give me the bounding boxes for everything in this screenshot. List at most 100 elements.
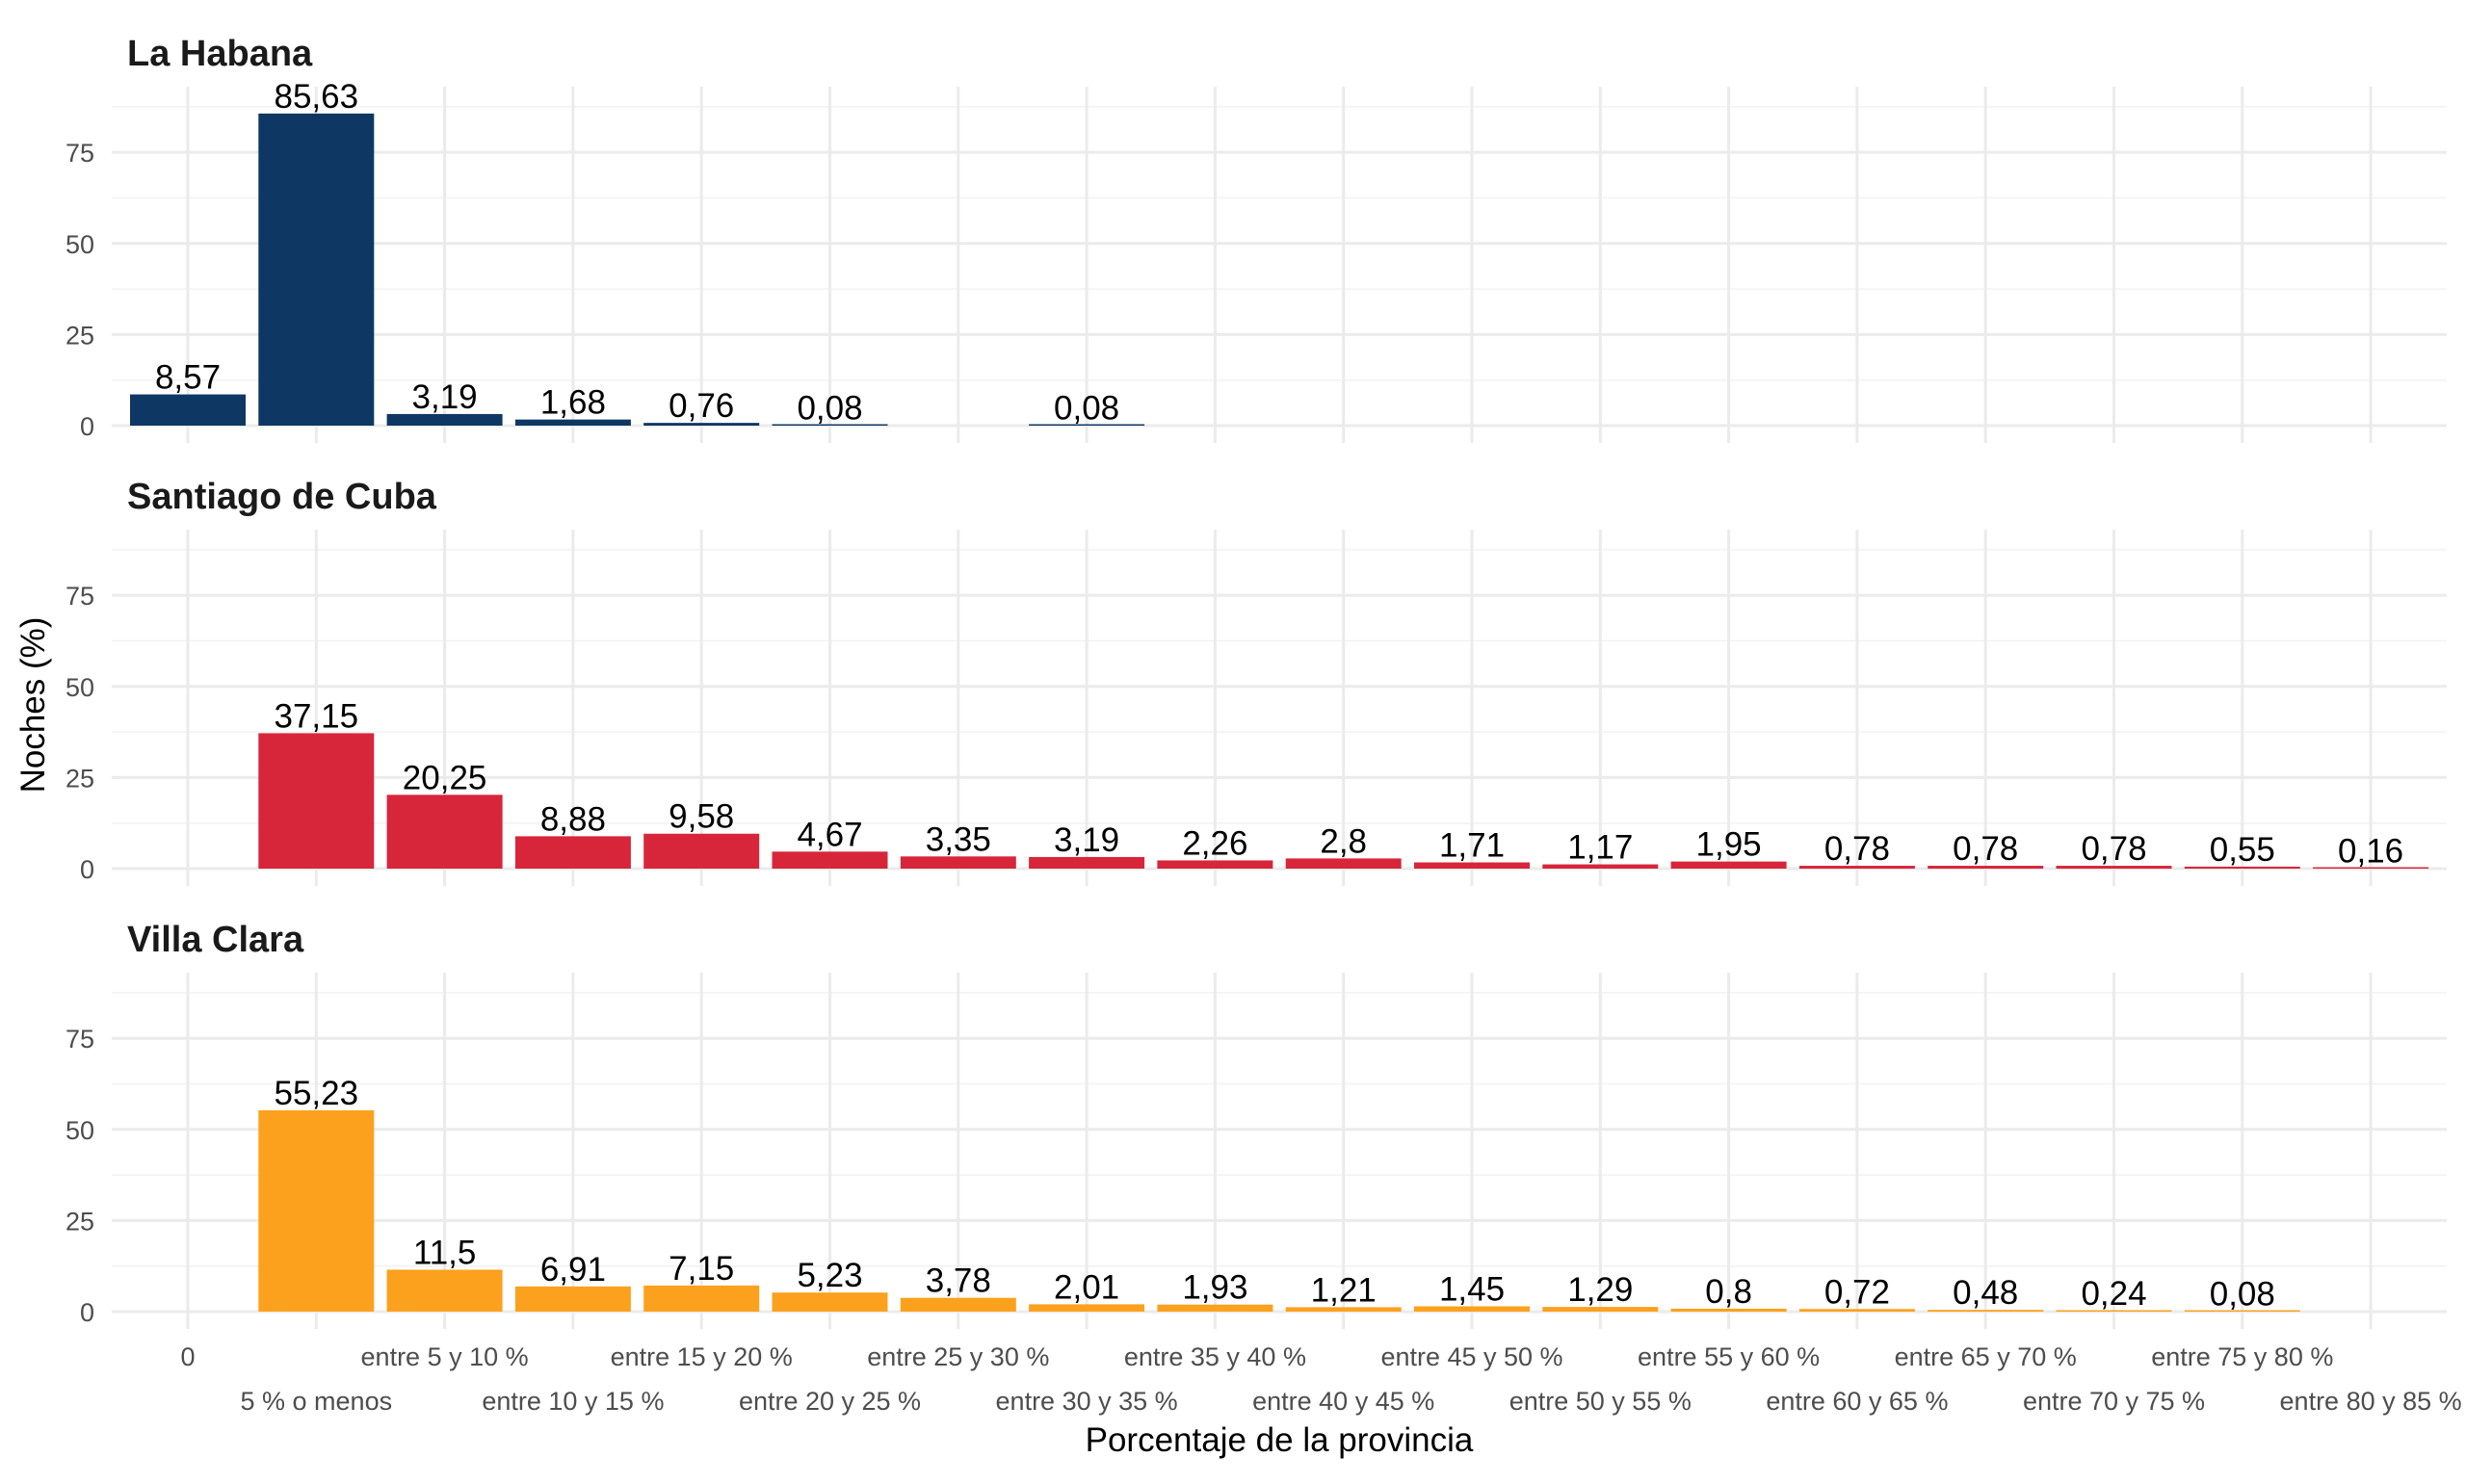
bar-value-label: 1,68 [540, 384, 606, 422]
bar-value-label: 3,35 [926, 820, 991, 858]
x-axis-title: Porcentaje de la provincia [1086, 1421, 1474, 1459]
bar [1542, 864, 1659, 869]
bar-value-label: 1,21 [1311, 1271, 1377, 1309]
bar-value-label: 0,08 [797, 390, 862, 428]
bar-value-label: 0,78 [2081, 830, 2146, 868]
bar [1029, 856, 1145, 869]
y-tick-label: 25 [66, 764, 94, 793]
bar [258, 733, 375, 869]
bar-value-label: 85,63 [275, 78, 359, 116]
bar-value-label: 1,29 [1567, 1271, 1633, 1309]
y-tick-label: 75 [66, 1025, 94, 1054]
y-tick-label: 0 [80, 412, 94, 441]
y-tick-label: 50 [66, 1116, 94, 1145]
bar-value-label: 3,19 [1054, 821, 1119, 859]
bar-value-label: 1,93 [1182, 1269, 1247, 1307]
bar-value-label: 8,57 [155, 359, 221, 397]
x-tick-label: 5 % o menos [241, 1387, 393, 1416]
bar [1029, 1304, 1145, 1312]
bar-value-label: 0,78 [1824, 830, 1890, 868]
bar [772, 424, 888, 426]
y-tick-label: 50 [66, 230, 94, 259]
bar [2056, 866, 2172, 869]
bar [1798, 1309, 1915, 1312]
x-tick-label: entre 65 y 70 % [1895, 1342, 2077, 1371]
bar [386, 794, 503, 869]
bar [1414, 862, 1530, 869]
bar [386, 1269, 503, 1312]
y-tick-label: 0 [80, 855, 94, 884]
bar-value-label: 55,23 [275, 1075, 359, 1112]
x-tick-label: entre 30 y 35 % [996, 1387, 1178, 1416]
bar [1157, 860, 1273, 869]
bar-value-label: 0,16 [2338, 832, 2403, 870]
bar-value-label: 2,8 [1320, 822, 1367, 860]
x-tick-label: entre 50 y 55 % [1509, 1387, 1692, 1416]
bar-value-label: 3,19 [412, 378, 478, 416]
bar-value-label: 20,25 [403, 759, 487, 796]
bar-value-label: 0,24 [2081, 1275, 2146, 1313]
bar [2313, 867, 2429, 869]
bar [1928, 1310, 2044, 1312]
bar-value-label: 0,8 [1705, 1273, 1752, 1311]
x-tick-label: entre 75 y 80 % [2151, 1342, 2333, 1371]
x-tick-label: entre 10 y 15 % [482, 1387, 664, 1416]
x-tick-label: entre 35 y 40 % [1124, 1342, 1306, 1371]
bar-value-label: 37,15 [275, 697, 359, 735]
bar [514, 1286, 631, 1312]
bar-value-label: 0,78 [1953, 830, 2018, 868]
bar-value-label: 1,95 [1696, 826, 1762, 864]
bar [2056, 1310, 2172, 1312]
y-tick-label: 0 [80, 1298, 94, 1327]
x-tick-label: entre 25 y 30 % [867, 1342, 1049, 1371]
bar-value-label: 1,17 [1567, 829, 1633, 867]
x-tick-label: entre 80 y 85 % [2280, 1387, 2462, 1416]
bar-value-label: 0,48 [1953, 1274, 2018, 1312]
y-tick-label: 75 [66, 582, 94, 611]
bar [772, 851, 888, 869]
x-tick-label: entre 5 y 10 % [361, 1342, 529, 1371]
y-tick-label: 25 [66, 321, 94, 350]
bar-value-label: 3,78 [926, 1263, 991, 1300]
bar [1157, 1304, 1273, 1312]
y-axis-title: Noches (%) [14, 617, 52, 794]
y-tick-label: 50 [66, 673, 94, 702]
bar [514, 836, 631, 869]
bar-value-label: 1,45 [1439, 1271, 1505, 1309]
bar-value-label: 4,67 [797, 816, 862, 853]
bar [2184, 866, 2300, 869]
panel-title: La Habana [127, 34, 313, 74]
bar [2184, 1310, 2300, 1312]
bar-value-label: 2,01 [1054, 1268, 1119, 1306]
x-tick-label: 0 [180, 1342, 195, 1371]
bar-value-label: 11,5 [413, 1234, 477, 1271]
x-tick-label: entre 40 y 45 % [1252, 1387, 1434, 1416]
bar [643, 423, 760, 426]
bar [900, 856, 1016, 869]
panel-title: Santiago de Cuba [127, 477, 437, 517]
bar [1285, 858, 1402, 869]
bar-value-label: 7,15 [669, 1250, 734, 1288]
y-tick-label: 75 [66, 139, 94, 168]
x-tick-label: entre 60 y 65 % [1766, 1387, 1948, 1416]
x-tick-label: entre 45 y 50 % [1380, 1342, 1562, 1371]
bar-value-label: 1,71 [1439, 827, 1505, 865]
x-tick-label: entre 15 y 20 % [611, 1342, 793, 1371]
x-tick-label: entre 55 y 60 % [1638, 1342, 1820, 1371]
bar-value-label: 2,26 [1182, 824, 1247, 862]
bar [1670, 1308, 1787, 1312]
bar-value-label: 0,72 [1824, 1273, 1890, 1311]
bar [1414, 1306, 1530, 1312]
bar [1285, 1307, 1402, 1312]
bar [1928, 866, 2044, 869]
bar [130, 394, 246, 426]
bar [643, 833, 760, 869]
x-tick-label: entre 70 y 75 % [2023, 1387, 2205, 1416]
bar-value-label: 8,88 [540, 800, 606, 838]
bar-value-label: 9,58 [669, 798, 734, 836]
bar [1542, 1307, 1659, 1312]
bar-value-label: 0,08 [2210, 1276, 2275, 1314]
bar-value-label: 6,91 [540, 1251, 606, 1289]
bar-value-label: 0,55 [2210, 831, 2275, 869]
